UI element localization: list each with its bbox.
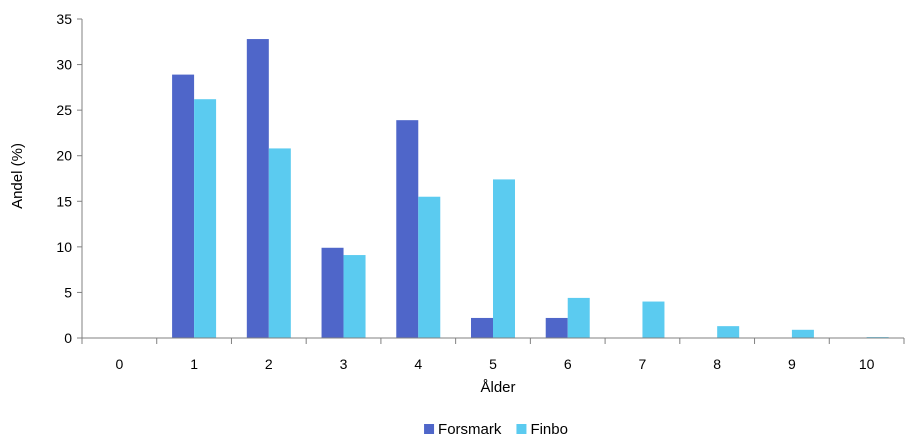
y-tick-label: 0 <box>64 330 72 346</box>
x-axis-ticks: 0 1 2 3 4 5 6 7 8 9 10 <box>81 338 905 372</box>
y-tick-label: 20 <box>56 148 72 164</box>
bar-forsmark-1 <box>172 74 195 339</box>
bar-forsmark-6 <box>545 317 568 338</box>
bar-forsmark-3 <box>321 247 344 338</box>
x-tick-label: 2 <box>265 356 273 372</box>
x-tick-label: 8 <box>713 356 721 372</box>
legend-swatch-forsmark <box>424 424 435 434</box>
x-tick-label: 5 <box>489 356 497 372</box>
bar-finbo-3 <box>343 255 366 338</box>
bar-forsmark-4 <box>396 120 419 338</box>
x-tick-label: 0 <box>115 356 123 372</box>
y-tick-label: 35 <box>56 11 72 27</box>
y-tick-label: 30 <box>56 57 72 73</box>
bar-finbo-1 <box>194 99 217 338</box>
y-tick-label: 10 <box>56 239 72 255</box>
legend-label-forsmark: Forsmark <box>438 421 502 438</box>
x-tick-label: 4 <box>414 356 422 372</box>
y-tick-label: 15 <box>56 193 72 209</box>
legend-label-finbo: Finbo <box>530 421 568 438</box>
y-tick-label: 25 <box>56 102 72 118</box>
bar-finbo-2 <box>268 148 291 338</box>
y-axis-title: Andel (%) <box>9 143 26 209</box>
bar-finbo-7 <box>642 301 665 338</box>
bar-finbo-6 <box>567 297 590 338</box>
x-tick-label: 7 <box>639 356 647 372</box>
x-tick-label: 9 <box>788 356 796 372</box>
x-tick-label: 6 <box>564 356 572 372</box>
bar-finbo-8 <box>717 326 740 338</box>
legend: Forsmark Finbo <box>424 421 568 438</box>
x-tick-label: 3 <box>340 356 348 372</box>
bar-forsmark-2 <box>246 39 269 339</box>
bars <box>172 39 889 339</box>
x-axis-title: Ålder <box>480 379 515 396</box>
bar-finbo-5 <box>493 179 515 338</box>
x-tick-label: 10 <box>859 356 875 372</box>
y-axis-ticks: 0 5 10 15 20 25 30 35 <box>56 11 82 346</box>
y-tick-label: 5 <box>64 284 72 300</box>
axes <box>81 19 904 339</box>
legend-swatch-finbo <box>516 424 527 434</box>
bar-forsmark-5 <box>471 317 493 338</box>
bar-finbo-9 <box>791 329 814 338</box>
x-tick-label: 1 <box>190 356 198 372</box>
bar-finbo-4 <box>418 196 441 338</box>
